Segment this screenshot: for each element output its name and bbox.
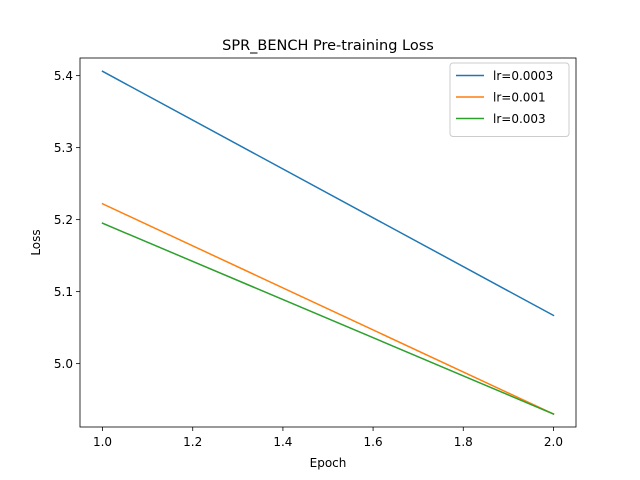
x-tick-label: 2.0	[544, 435, 563, 449]
legend-label: lr=0.0003	[493, 69, 553, 83]
y-tick-label: 5.3	[54, 141, 73, 155]
x-tick-label: 1.4	[273, 435, 292, 449]
series-layer	[101, 70, 555, 416]
y-tick-label: 5.4	[54, 69, 73, 83]
series-line-1	[101, 70, 555, 317]
x-tick-label: 1.0	[93, 435, 112, 449]
legend-label: lr=0.003	[493, 112, 546, 126]
y-tick-label: 5.2	[54, 213, 73, 227]
y-tick-label: 5.1	[54, 285, 73, 299]
x-tick-label: 1.8	[454, 435, 473, 449]
legend: lr=0.0003 lr=0.001 lr=0.003	[449, 62, 570, 137]
y-axis-ticks: 5.0 5.1 5.2 5.3 5.4	[54, 69, 80, 371]
series-line-3	[101, 222, 555, 416]
x-axis-label: Epoch	[310, 456, 347, 470]
chart-title: SPR_BENCH Pre-training Loss	[222, 38, 434, 54]
x-tick-label: 1.2	[183, 435, 202, 449]
plot-frame	[79, 57, 577, 428]
y-axis-label: Loss	[29, 229, 43, 255]
y-tick-label: 5.0	[54, 357, 73, 371]
series-line-2	[101, 202, 555, 416]
legend-label: lr=0.001	[493, 90, 546, 104]
x-tick-label: 1.6	[364, 435, 383, 449]
x-axis-ticks: 1.0 1.2 1.4 1.6 1.8 2.0	[93, 427, 563, 449]
